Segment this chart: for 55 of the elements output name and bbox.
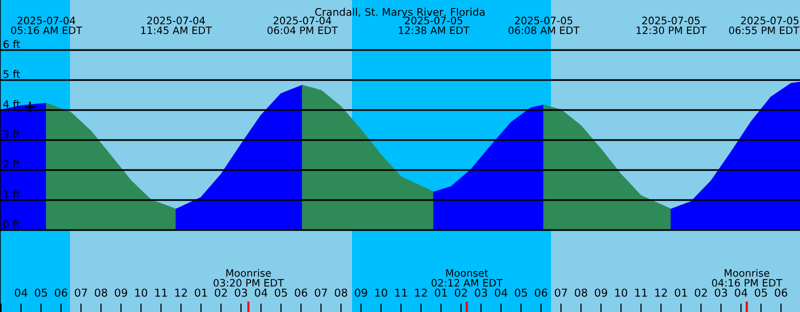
x2-tick-label: 2025-07-05 06:08 AM EDT — [508, 16, 580, 34]
x-tick-label: 10 — [375, 288, 388, 297]
y-tick-label: 0 ft — [3, 220, 20, 228]
x-tick-label: 02 — [454, 288, 467, 297]
x-tick-label: 09 — [594, 288, 608, 297]
x-tick-label: 09 — [114, 288, 128, 297]
x-tick-label: 01 — [434, 288, 447, 297]
x-tick-label: 01 — [194, 288, 207, 297]
annotation: Moonset 02:12 AM EDT — [432, 269, 503, 287]
x-tick-label: 06 — [774, 288, 788, 297]
x-tick-label: 03 — [234, 288, 248, 297]
annotation: Moonrise 04:16 PM EDT — [712, 268, 782, 287]
x-tick-label: 06 — [54, 288, 68, 297]
y-tick-label: 3 ft — [4, 130, 20, 138]
x-tick-label: 02 — [214, 288, 227, 297]
x-tick-label: 04 — [14, 288, 28, 297]
x2-tick-label: 2025-07-05 12:30 PM EDT — [636, 16, 706, 34]
x-tick-label: 07 — [314, 288, 327, 297]
x-tick-label: 08 — [574, 288, 588, 297]
x-tick-label: 06 — [534, 288, 548, 297]
y-tick-label: 5 ft — [4, 70, 20, 78]
x-tick-label: 12 — [175, 288, 187, 297]
annotation: Moonrise 03:20 PM EDT — [214, 268, 284, 287]
y-tick-label: 4 ft — [3, 100, 20, 108]
x-tick-label: 11 — [635, 288, 647, 297]
y-tick-label: 1 ft — [4, 190, 20, 198]
x-tick-label: 10 — [135, 288, 148, 297]
x-tick-label: 05 — [514, 288, 527, 297]
x2-tick-label: 2025-07-05 12:38 AM EDT — [398, 16, 470, 34]
y-tick-label: 2 ft — [4, 160, 20, 168]
x-tick-label: 12 — [655, 288, 667, 297]
x-tick-label: 04 — [254, 288, 268, 297]
x-tick-label: 09 — [354, 288, 368, 297]
x-tick-label: 03 — [714, 288, 728, 297]
x-tick-label: 06 — [294, 288, 308, 297]
x-tick-label: 05 — [34, 288, 47, 297]
x-tick-label: 07 — [554, 288, 567, 297]
x2-tick-label: 2025-07-05 06:55 PM EDT — [729, 16, 800, 34]
x-tick-label: 04 — [494, 288, 508, 297]
x-tick-label: 11 — [395, 288, 407, 297]
x2-tick-label: 2025-07-04 06:04 PM EDT — [268, 16, 338, 34]
x-tick-label: 01 — [674, 288, 687, 297]
x-tick-label: 03 — [474, 288, 488, 297]
x-tick-label: 08 — [334, 288, 348, 297]
x-tick-label: 05 — [754, 288, 767, 297]
y-tick-label: 6 ft — [4, 40, 20, 48]
x2-tick-label: 2025-07-04 11:45 AM EDT — [141, 16, 212, 34]
x-tick-label: 07 — [74, 288, 87, 297]
x-tick-label: 08 — [94, 288, 108, 297]
x-tick-label: 12 — [415, 288, 427, 297]
x-tick-label: 02 — [694, 288, 707, 297]
x-tick-label: 04 — [734, 288, 748, 297]
x-tick-label: 10 — [615, 288, 628, 297]
x-tick-label: 05 — [274, 288, 287, 297]
x-tick-label: 11 — [155, 288, 167, 297]
